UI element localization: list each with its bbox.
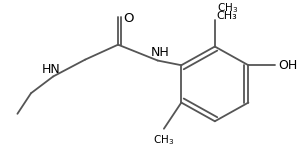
Text: HN: HN	[42, 63, 61, 76]
Text: OH: OH	[278, 59, 298, 72]
Text: O: O	[123, 12, 134, 25]
Text: CH₃: CH₃	[217, 11, 238, 21]
Text: NH: NH	[150, 46, 169, 59]
Text: CH$_3$: CH$_3$	[217, 1, 238, 15]
Text: CH$_3$: CH$_3$	[153, 133, 175, 147]
